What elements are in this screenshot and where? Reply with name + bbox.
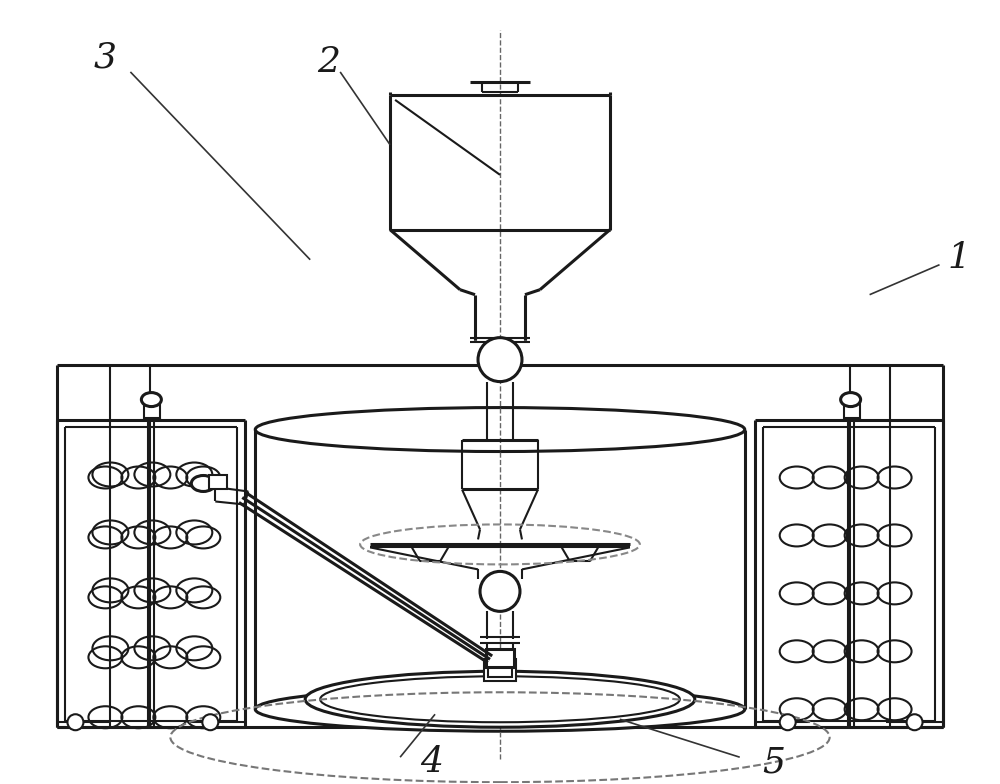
Bar	[209, 476, 227, 489]
Ellipse shape	[141, 393, 161, 407]
Text: 2: 2	[317, 45, 340, 79]
Ellipse shape	[255, 688, 745, 731]
Circle shape	[67, 714, 83, 730]
Bar	[144, 397, 160, 418]
Text: 3: 3	[94, 41, 117, 75]
Ellipse shape	[305, 671, 695, 728]
Text: 1: 1	[948, 241, 971, 274]
Text: 4: 4	[421, 746, 444, 779]
Ellipse shape	[841, 393, 861, 407]
Bar	[484, 659, 516, 681]
Bar	[844, 397, 860, 418]
Circle shape	[480, 572, 520, 612]
Circle shape	[478, 338, 522, 382]
Circle shape	[780, 714, 796, 730]
Bar	[486, 649, 514, 667]
Circle shape	[202, 714, 218, 730]
Circle shape	[907, 714, 923, 730]
Ellipse shape	[255, 408, 745, 452]
Ellipse shape	[191, 476, 215, 492]
Text: 5: 5	[762, 746, 785, 779]
Bar	[488, 659, 512, 677]
